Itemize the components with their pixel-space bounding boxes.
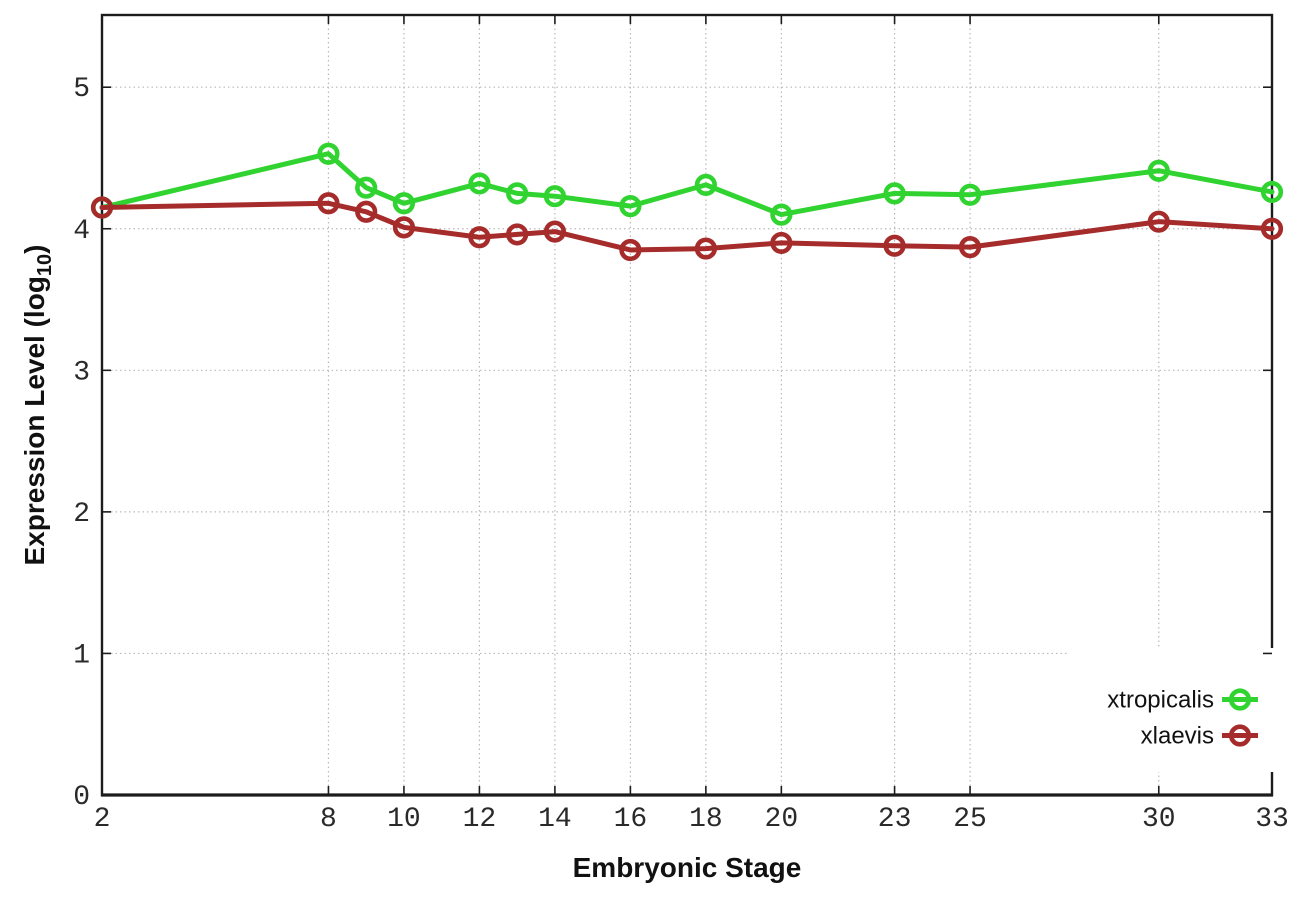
series-xlaevis-point [958, 236, 982, 259]
x-tick-label: 18 [689, 804, 723, 835]
series-xlaevis-point [506, 223, 529, 246]
x-tick-label: 8 [320, 804, 337, 835]
legend-marker-xlaevis [1228, 724, 1252, 747]
series-xtropicalis-point [770, 203, 793, 226]
legend-marker-xtropicalis [1228, 688, 1252, 711]
series-xtropicalis-point [619, 195, 642, 218]
y-tick-label: 5 [73, 74, 90, 105]
y-tick-label: 1 [73, 640, 90, 671]
x-tick-label: 14 [538, 804, 572, 835]
series-xlaevis-point [392, 216, 416, 239]
y-tick-label: 3 [73, 357, 90, 388]
legend-label-xlaevis: xlaevis [1141, 723, 1214, 750]
x-tick-label: 23 [878, 804, 912, 835]
series-xlaevis-point [883, 234, 906, 257]
x-axis-label: Embryonic Stage [573, 852, 802, 883]
series-xlaevis-point [1260, 217, 1284, 240]
x-tick-label: 2 [94, 804, 111, 835]
series-xtropicalis-point [1147, 159, 1170, 182]
series-xtropicalis-point [355, 176, 378, 199]
series-xtropicalis-point [506, 182, 529, 205]
series-xtropicalis-point [468, 172, 491, 195]
series-xtropicalis-point [694, 173, 717, 196]
series-xlaevis-point [355, 200, 378, 223]
series-xlaevis-point [468, 226, 491, 249]
y-tick-label: 4 [73, 216, 90, 247]
series-xlaevis-point [694, 237, 717, 260]
y-axis-label: Expression Level (log10) [19, 245, 56, 566]
legend-label-xtropicalis: xtropicalis [1107, 687, 1214, 714]
series-xlaevis-point [317, 192, 340, 215]
y-tick-label: 2 [73, 499, 90, 530]
series-xtropicalis-point [317, 142, 340, 165]
series-xlaevis-point [543, 220, 567, 243]
series-xtropicalis-point [543, 185, 567, 208]
series-xlaevis-point [619, 238, 642, 262]
x-tick-label: 20 [765, 804, 799, 835]
x-tick-label: 12 [463, 804, 497, 835]
x-tick-label: 10 [387, 804, 421, 835]
series-xtropicalis-point [1260, 180, 1284, 204]
legend-box [1068, 648, 1296, 772]
y-tick-label: 0 [73, 782, 90, 813]
series-xlaevis-point [90, 196, 114, 219]
x-tick-label: 16 [614, 804, 648, 835]
series-xlaevis-point [770, 231, 793, 255]
x-tick-label: 25 [953, 804, 987, 835]
series-xtropicalis-point [883, 182, 906, 205]
series-xtropicalis-point [392, 192, 416, 215]
x-tick-label: 33 [1255, 804, 1289, 835]
series-xtropicalis-point [958, 183, 982, 206]
x-tick-label: 30 [1142, 804, 1176, 835]
series-xlaevis-point [1147, 210, 1170, 233]
